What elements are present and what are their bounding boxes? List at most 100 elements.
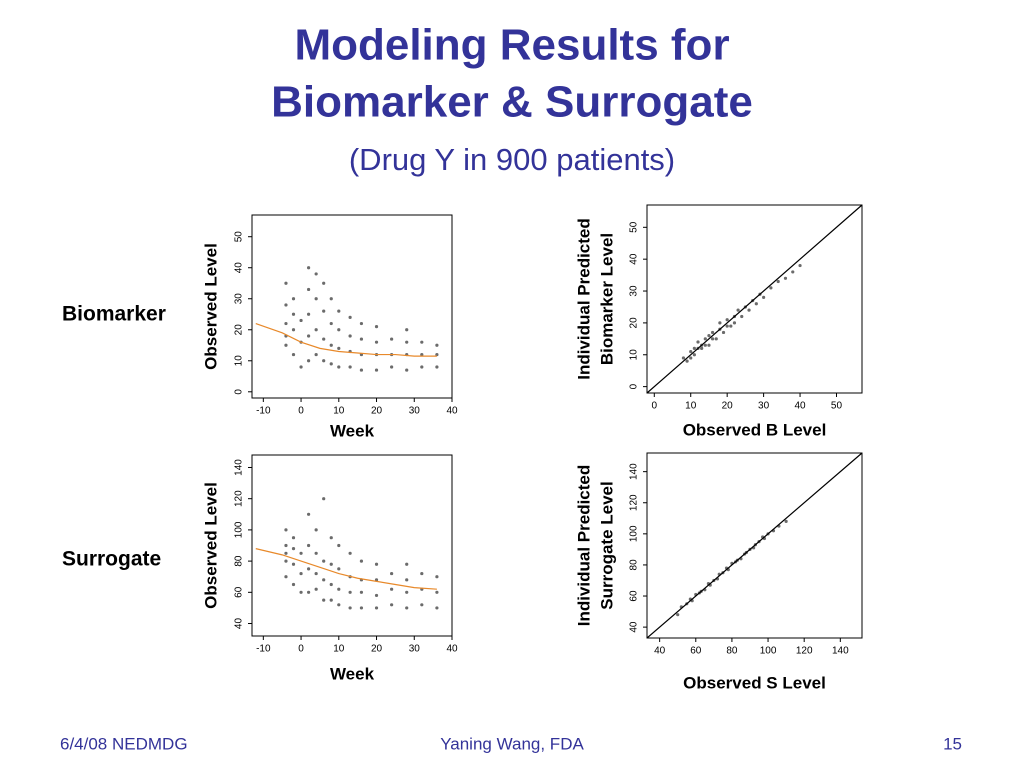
data-point xyxy=(732,321,737,325)
y-tick-label: 120 xyxy=(234,490,245,507)
data-point xyxy=(291,297,296,301)
x-axis-label: Week xyxy=(330,664,375,683)
x-axis-label: Observed B Level xyxy=(683,420,827,439)
x-tick-label: 140 xyxy=(832,646,849,657)
x-tick-label: 20 xyxy=(371,406,383,417)
data-point xyxy=(291,547,296,551)
data-point xyxy=(291,328,296,332)
data-point xyxy=(329,297,333,301)
data-point xyxy=(740,314,744,319)
data-point xyxy=(337,603,341,607)
data-point xyxy=(291,536,296,540)
data-point xyxy=(284,343,288,347)
data-point xyxy=(314,297,318,301)
data-point xyxy=(329,362,333,366)
y-tick-label: 40 xyxy=(234,618,245,630)
data-point xyxy=(435,365,439,369)
data-point xyxy=(322,559,326,563)
data-point xyxy=(322,281,326,285)
data-point xyxy=(689,349,693,354)
data-point xyxy=(374,593,379,598)
data-point xyxy=(284,575,288,579)
x-tick-label: 40 xyxy=(794,401,806,412)
data-point xyxy=(329,536,333,540)
data-point xyxy=(405,578,409,582)
footer-left: 6/4/08 NEDMDG xyxy=(60,734,188,753)
data-point xyxy=(435,343,439,347)
data-point xyxy=(374,368,379,372)
data-point xyxy=(284,559,288,563)
data-point xyxy=(348,315,352,319)
y-tick-label: 50 xyxy=(234,231,245,243)
y-tick-label: 0 xyxy=(234,389,245,395)
y-tick-label: 10 xyxy=(234,355,245,367)
y-tick-label: 30 xyxy=(234,293,245,305)
y-tick-label: 50 xyxy=(629,221,640,233)
data-point xyxy=(420,603,424,607)
data-point xyxy=(337,567,341,571)
data-point xyxy=(284,543,288,548)
data-point xyxy=(390,337,394,341)
data-point xyxy=(405,590,409,594)
y-tick-label: 20 xyxy=(234,324,245,336)
data-point xyxy=(776,279,780,284)
x-tick-label: 100 xyxy=(760,646,777,657)
x-tick-label: 30 xyxy=(758,401,770,412)
plot-frame xyxy=(251,214,453,399)
data-point xyxy=(307,359,311,363)
data-point xyxy=(299,590,303,594)
data-point xyxy=(676,613,680,617)
data-point xyxy=(284,551,288,555)
data-point xyxy=(435,606,439,610)
x-tick-label: 40 xyxy=(446,406,458,417)
slide-subtitle: (Drug Y in 900 patients) xyxy=(349,142,675,177)
y-tick-label: 0 xyxy=(629,383,640,389)
data-point xyxy=(747,308,751,312)
data-point xyxy=(337,346,341,350)
slide-title: Modeling Results for xyxy=(294,21,729,70)
data-point xyxy=(435,590,439,594)
data-point xyxy=(692,353,696,357)
data-point xyxy=(405,562,409,566)
data-point xyxy=(700,346,704,350)
y-axis-label: Surrogate Level xyxy=(597,481,616,610)
y-axis-label: Biomarker Level xyxy=(597,233,616,365)
data-point xyxy=(329,321,333,326)
x-tick-label: 40 xyxy=(446,644,458,655)
data-point xyxy=(736,308,740,312)
y-tick-label: 30 xyxy=(629,285,640,297)
data-point xyxy=(299,365,303,369)
y-tick-label: 60 xyxy=(629,590,640,602)
data-point xyxy=(348,334,352,338)
data-point xyxy=(405,328,409,332)
data-point xyxy=(754,302,758,306)
footer-right: 15 xyxy=(943,734,962,753)
data-point xyxy=(729,324,733,328)
plot-frame xyxy=(646,204,863,394)
data-point xyxy=(329,582,333,587)
data-point xyxy=(314,571,318,576)
y-tick-label: 40 xyxy=(629,621,640,633)
data-point xyxy=(420,571,424,576)
data-point xyxy=(307,334,311,338)
fit-line xyxy=(646,204,863,394)
fit-line xyxy=(255,548,437,590)
x-tick-label: 10 xyxy=(685,401,697,412)
y-tick-label: 140 xyxy=(629,463,640,480)
data-point xyxy=(322,337,326,341)
data-point xyxy=(307,590,311,594)
data-point xyxy=(307,512,311,516)
data-point xyxy=(689,356,693,360)
data-point xyxy=(390,365,394,369)
data-point xyxy=(405,606,409,610)
data-point xyxy=(359,559,364,563)
data-point xyxy=(322,497,326,501)
data-point xyxy=(284,281,288,285)
data-point xyxy=(322,309,326,313)
y-tick-label: 60 xyxy=(234,586,245,598)
x-tick-label: 30 xyxy=(409,644,421,655)
footer-center: Yaning Wang, FDA xyxy=(440,734,584,753)
data-point xyxy=(322,578,326,582)
data-point xyxy=(359,606,364,610)
data-point xyxy=(314,587,318,591)
